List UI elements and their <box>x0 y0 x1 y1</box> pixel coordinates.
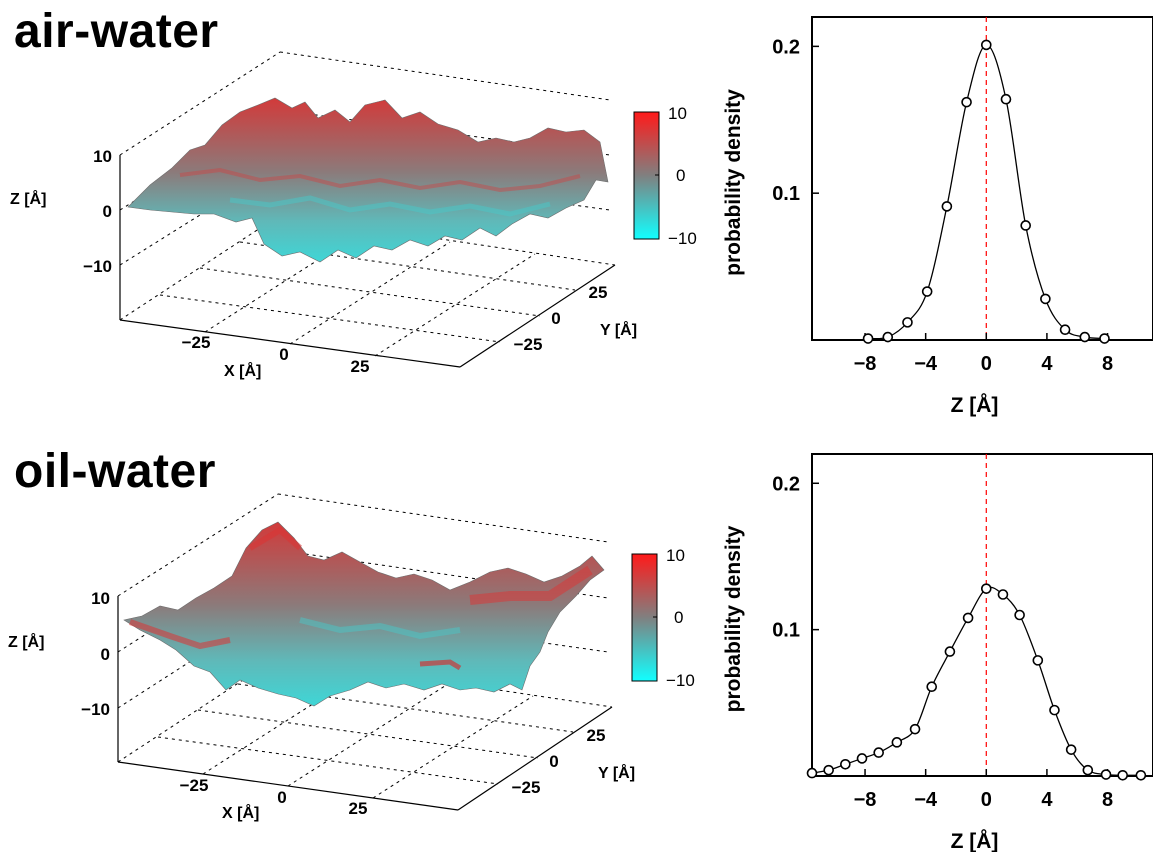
data-point <box>1059 324 1071 336</box>
panel-title-oil-water: oil-water <box>14 445 216 498</box>
data-point <box>961 96 972 108</box>
data-point <box>840 758 851 770</box>
data-point <box>980 583 992 594</box>
data-point <box>1099 333 1110 344</box>
y-tick-label: 25 <box>587 726 606 745</box>
data-point <box>1065 744 1077 755</box>
data-point <box>806 767 818 779</box>
x-tick-label: 0 <box>981 353 992 375</box>
y-tick-label: 0.1 <box>772 620 800 642</box>
plot-frame <box>811 453 1153 777</box>
data-point <box>1049 704 1060 716</box>
data-point <box>1135 769 1147 781</box>
data-point <box>921 286 933 297</box>
data-point <box>1082 764 1094 776</box>
colorbar-tick-label: −10 <box>666 671 695 690</box>
z-tick-label: 10 <box>91 589 110 608</box>
x-axis-label: X [Å] <box>222 803 259 822</box>
data-point <box>944 646 956 657</box>
colorbar-tick-label: 0 <box>676 166 685 185</box>
panel-title-air-water: air-water <box>14 5 219 58</box>
data-point <box>902 317 913 328</box>
x-tick-label: 4 <box>1041 789 1053 811</box>
data-point <box>1020 220 1031 231</box>
x-tick-label: −8 <box>854 353 877 375</box>
x-tick-label: −4 <box>914 353 938 375</box>
x-axis-label: Z [Å] <box>951 829 999 852</box>
data-point <box>1014 609 1025 621</box>
colorbar-tick-label: −10 <box>668 229 697 248</box>
y-tick-label: 0 <box>551 309 560 328</box>
surface-mesh <box>123 521 605 707</box>
data-point <box>823 764 834 776</box>
y-tick-label: 25 <box>589 283 608 302</box>
z-tick-label: 0 <box>103 202 112 221</box>
y-axis-label: Y [Å] <box>600 320 637 339</box>
colorbar-tick-label: 10 <box>668 104 687 123</box>
y-tick-label: 0.1 <box>772 183 800 205</box>
x-tick-label: 4 <box>1041 353 1053 375</box>
x-tick-label: 0 <box>277 788 286 807</box>
z-axis-label: Z [Å] <box>8 632 44 651</box>
data-point <box>1079 331 1091 343</box>
data-point <box>941 201 953 212</box>
data-point <box>1000 93 1012 105</box>
y-axis-line <box>459 264 616 368</box>
density-chart-oil-water: −8 −4 0 4 8 0.1 0.2 Z [Å] probability density <box>722 453 1153 852</box>
data-point <box>862 333 874 344</box>
z-tick-label: 0 <box>101 645 110 664</box>
y-axis-label: probability density <box>722 89 745 276</box>
data-point <box>882 331 894 343</box>
z-tick-label: −10 <box>83 257 112 276</box>
colorbar <box>633 111 660 240</box>
z-tick-label: 10 <box>93 147 112 166</box>
x-tick-label: 0 <box>279 345 288 364</box>
y-tick-label: −25 <box>512 778 541 797</box>
x-tick-label: −4 <box>914 789 938 811</box>
surface-plot-oil-water: 10 0 −10 Z [Å] −25 0 25 X [Å] 25 0 −25 Y… <box>8 493 695 822</box>
x-tick-label: 8 <box>1102 789 1113 811</box>
surface-mesh <box>127 97 609 263</box>
plot-frame <box>811 16 1153 341</box>
x-tick-label: 25 <box>349 799 368 818</box>
z-tick-label: −10 <box>81 700 110 719</box>
data-point <box>1040 293 1051 305</box>
data-point <box>1100 769 1112 780</box>
y-axis-line <box>457 706 613 811</box>
x-axis-label: X [Å] <box>224 361 261 380</box>
y-tick-label: 0 <box>549 752 558 771</box>
data-point <box>909 723 921 735</box>
density-curve <box>811 586 1141 776</box>
y-tick-label: −25 <box>514 335 543 354</box>
data-point <box>980 39 992 51</box>
x-axis-label: Z [Å] <box>951 393 999 417</box>
colorbar-tick-label: 10 <box>666 546 685 565</box>
x-tick-label: 25 <box>351 357 370 376</box>
data-point <box>1117 769 1128 781</box>
y-axis-label: probability density <box>722 525 745 712</box>
y-axis-label: Y [Å] <box>598 763 635 782</box>
x-tick-label: 0 <box>981 789 992 811</box>
colorbar-tick-label: 0 <box>674 608 683 627</box>
colorbar <box>631 553 658 682</box>
data-point <box>1032 655 1044 666</box>
data-point <box>873 747 884 758</box>
x-tick-label: 8 <box>1102 353 1113 375</box>
x-tick-label: −8 <box>854 789 877 811</box>
surface-plot-air-water: 10 0 −10 Z [Å] −25 0 25 X [Å] 25 0 −25 Y… <box>10 51 697 380</box>
y-tick-label: 0.2 <box>772 36 800 58</box>
data-point <box>856 753 868 764</box>
density-chart-air-water: −8 −4 0 4 8 0.1 0.2 Z [Å] probability density <box>722 16 1153 417</box>
data-point <box>926 681 938 693</box>
data-point <box>891 737 903 748</box>
z-axis-label: Z [Å] <box>10 189 46 208</box>
data-point <box>962 612 974 624</box>
y-tick-label: 0.2 <box>772 473 800 495</box>
x-tick-label: −25 <box>182 333 211 352</box>
data-point <box>997 589 1009 600</box>
x-tick-label: −25 <box>180 776 209 795</box>
